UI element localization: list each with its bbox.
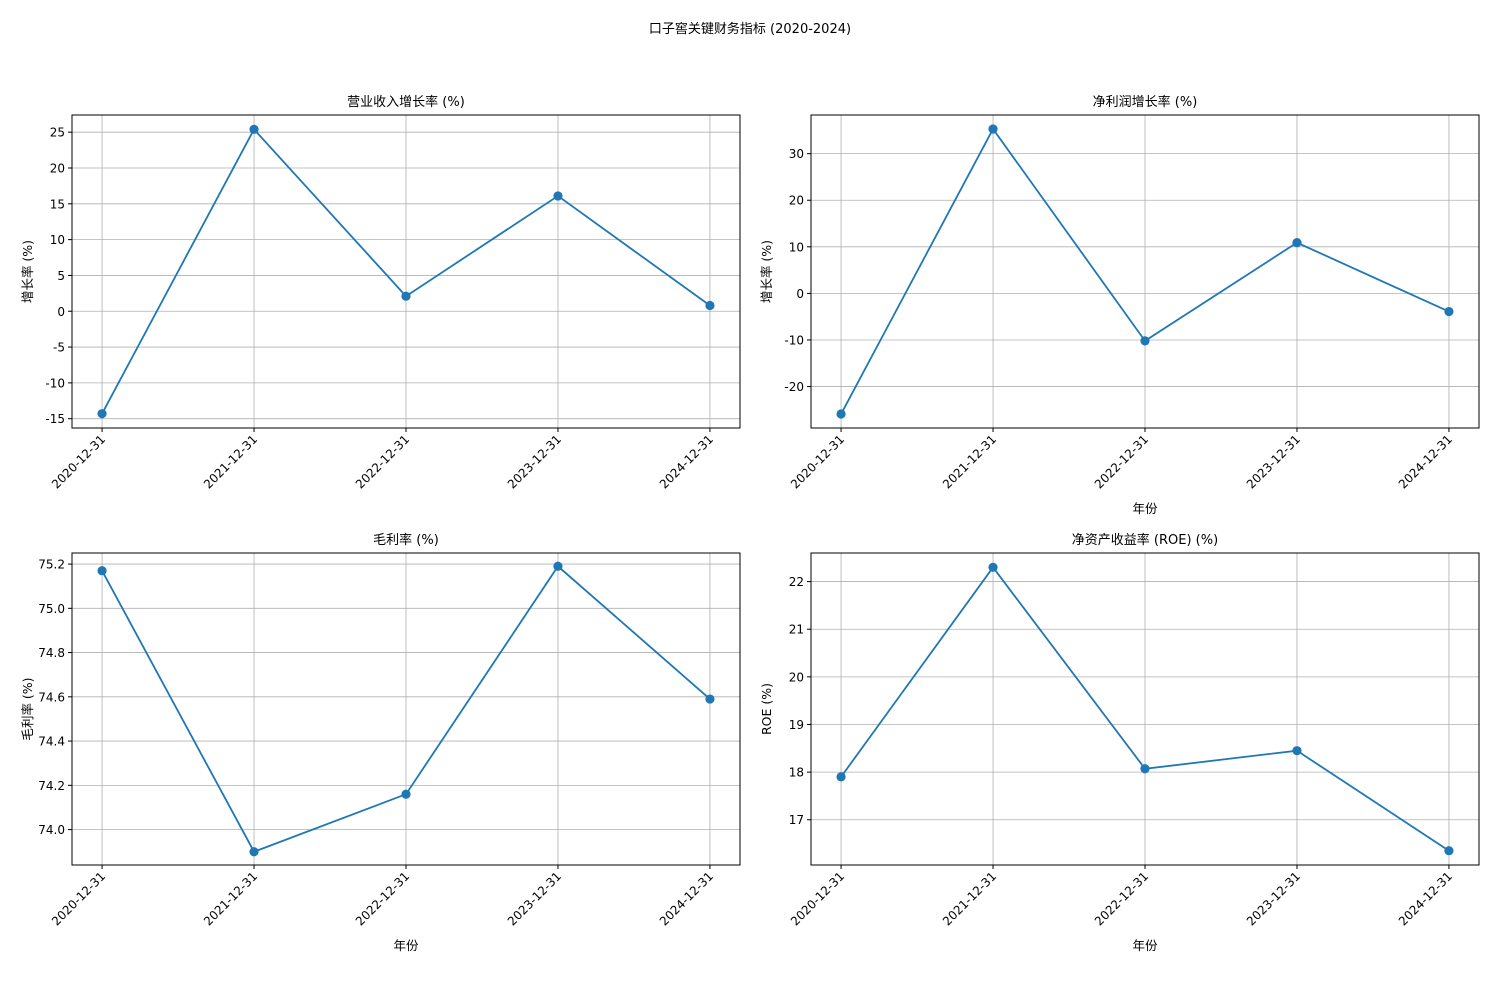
x-axis-label: 年份	[393, 938, 419, 953]
grid	[72, 115, 740, 428]
y-tick-label: 74.4	[38, 735, 65, 749]
chart-panel-3: 74.0 74.2 74.4 74.6 74.8 75.0 75.2 2020-12-31 20…	[20, 532, 741, 953]
data-point	[836, 772, 846, 782]
y-axis-label: 增长率 (%)	[20, 240, 35, 303]
figure-title: 口子窖关键财务指标 (2020-2024)	[649, 21, 851, 37]
data-point	[1444, 846, 1454, 856]
y-tick-label: -10	[784, 333, 804, 347]
data-point	[705, 300, 715, 311]
y-tick-label: 10	[50, 233, 65, 247]
y-tick-label: 74.2	[38, 779, 65, 793]
data-point	[1140, 764, 1150, 774]
y-tick-label: 74.8	[38, 646, 65, 660]
data-point	[401, 291, 411, 301]
y-tick-label: 5	[57, 269, 65, 283]
chart-title: 营业收入增长率 (%)	[347, 94, 465, 110]
axes-frame	[71, 114, 741, 429]
x-tick-label: 2024-12-31	[1396, 869, 1455, 928]
x-tick-label: 2023-12-31	[1244, 869, 1303, 928]
x-axis-label: 年份	[1132, 501, 1158, 516]
data-point	[553, 191, 563, 201]
y-tick-label: 20	[789, 670, 804, 684]
y-tick-label: 0	[796, 287, 804, 301]
chart-panel-4: 17 18 19 20 21 22 2020-12-31 2021-12-31 2022-12-…	[759, 532, 1480, 953]
y-tick-label: 19	[789, 718, 804, 732]
axes-frame	[71, 552, 741, 866]
y-tick-label: 0	[57, 305, 65, 319]
x-tick-label: 2022-12-31	[353, 432, 412, 491]
y-tick-label: 22	[789, 575, 804, 589]
chart-title: 净资产收益率 (ROE) (%)	[1072, 532, 1218, 548]
data-point	[553, 561, 563, 571]
y-tick-label: 74.6	[38, 690, 65, 704]
x-tick-label: 2024-12-31	[657, 432, 716, 491]
x-tick-label: 2022-12-31	[1092, 869, 1151, 928]
data-point	[705, 694, 715, 704]
y-tick-label: 75.0	[38, 602, 65, 616]
x-tick-label: 2022-12-31	[353, 869, 412, 928]
y-tick-label: 21	[789, 623, 804, 637]
y-tick-label: -15	[45, 412, 65, 426]
y-tick-label: 17	[789, 813, 804, 827]
x-tick-label: 2020-12-31	[49, 432, 108, 491]
grid	[72, 553, 740, 865]
data-point	[97, 566, 107, 576]
grid	[811, 115, 1479, 428]
y-tick-label: -10	[45, 376, 65, 390]
x-tick-label: 2024-12-31	[657, 869, 716, 928]
x-tick-label: 2023-12-31	[505, 432, 564, 491]
x-tick-label: 2021-12-31	[201, 869, 260, 928]
y-axis-label: ROE (%)	[759, 683, 774, 735]
data-point	[1292, 746, 1302, 756]
data-point	[249, 847, 259, 857]
y-tick-label: -20	[784, 380, 804, 394]
x-tick-label: 2023-12-31	[1244, 432, 1303, 491]
y-tick-label: 25	[50, 126, 65, 140]
grid	[811, 553, 1479, 865]
y-tick-label: 75.2	[38, 558, 65, 572]
y-tick-label: 74.0	[38, 823, 65, 837]
chart-panel-2: -20 -10 0 10 20 30 2020-12-31 2021-12-31 2022-12…	[759, 94, 1480, 516]
x-tick-label: 2022-12-31	[1092, 432, 1151, 491]
x-tick-label: 2024-12-31	[1396, 432, 1455, 491]
data-point	[1292, 238, 1302, 248]
x-tick-label: 2020-12-31	[788, 432, 847, 491]
data-point	[401, 789, 411, 799]
x-tick-label: 2023-12-31	[505, 869, 564, 928]
chart-panel-1: -15 -10 -5 0 5 10 15 20 25 2020-12-31 2021-12-31 20…	[20, 94, 741, 491]
data-point	[1444, 306, 1454, 317]
y-tick-label: 20	[50, 162, 65, 176]
y-tick-label: 10	[789, 240, 804, 254]
x-tick-label: 2021-12-31	[940, 869, 999, 928]
axes-frame	[810, 114, 1480, 429]
y-axis-label: 增长率 (%)	[759, 240, 774, 303]
data-point	[97, 409, 107, 419]
x-tick-label: 2020-12-31	[788, 869, 847, 928]
data-point	[988, 124, 998, 134]
x-tick-label: 2021-12-31	[201, 432, 260, 491]
y-axis-label: 毛利率 (%)	[20, 677, 35, 740]
y-tick-label: 18	[789, 766, 804, 780]
y-tick-label: -5	[53, 341, 65, 355]
data-point	[249, 124, 259, 134]
data-point	[836, 409, 846, 419]
data-point	[988, 562, 998, 572]
axes-frame	[810, 552, 1480, 866]
y-tick-label: 30	[789, 147, 804, 161]
x-tick-label: 2021-12-31	[940, 432, 999, 491]
data-point	[1140, 336, 1150, 346]
y-tick-label: 20	[789, 194, 804, 208]
x-tick-label: 2020-12-31	[49, 869, 108, 928]
chart-title: 毛利率 (%)	[373, 532, 439, 548]
y-tick-label: 15	[50, 197, 65, 211]
chart-title: 净利润增长率 (%)	[1093, 94, 1198, 110]
x-axis-label: 年份	[1132, 938, 1158, 953]
